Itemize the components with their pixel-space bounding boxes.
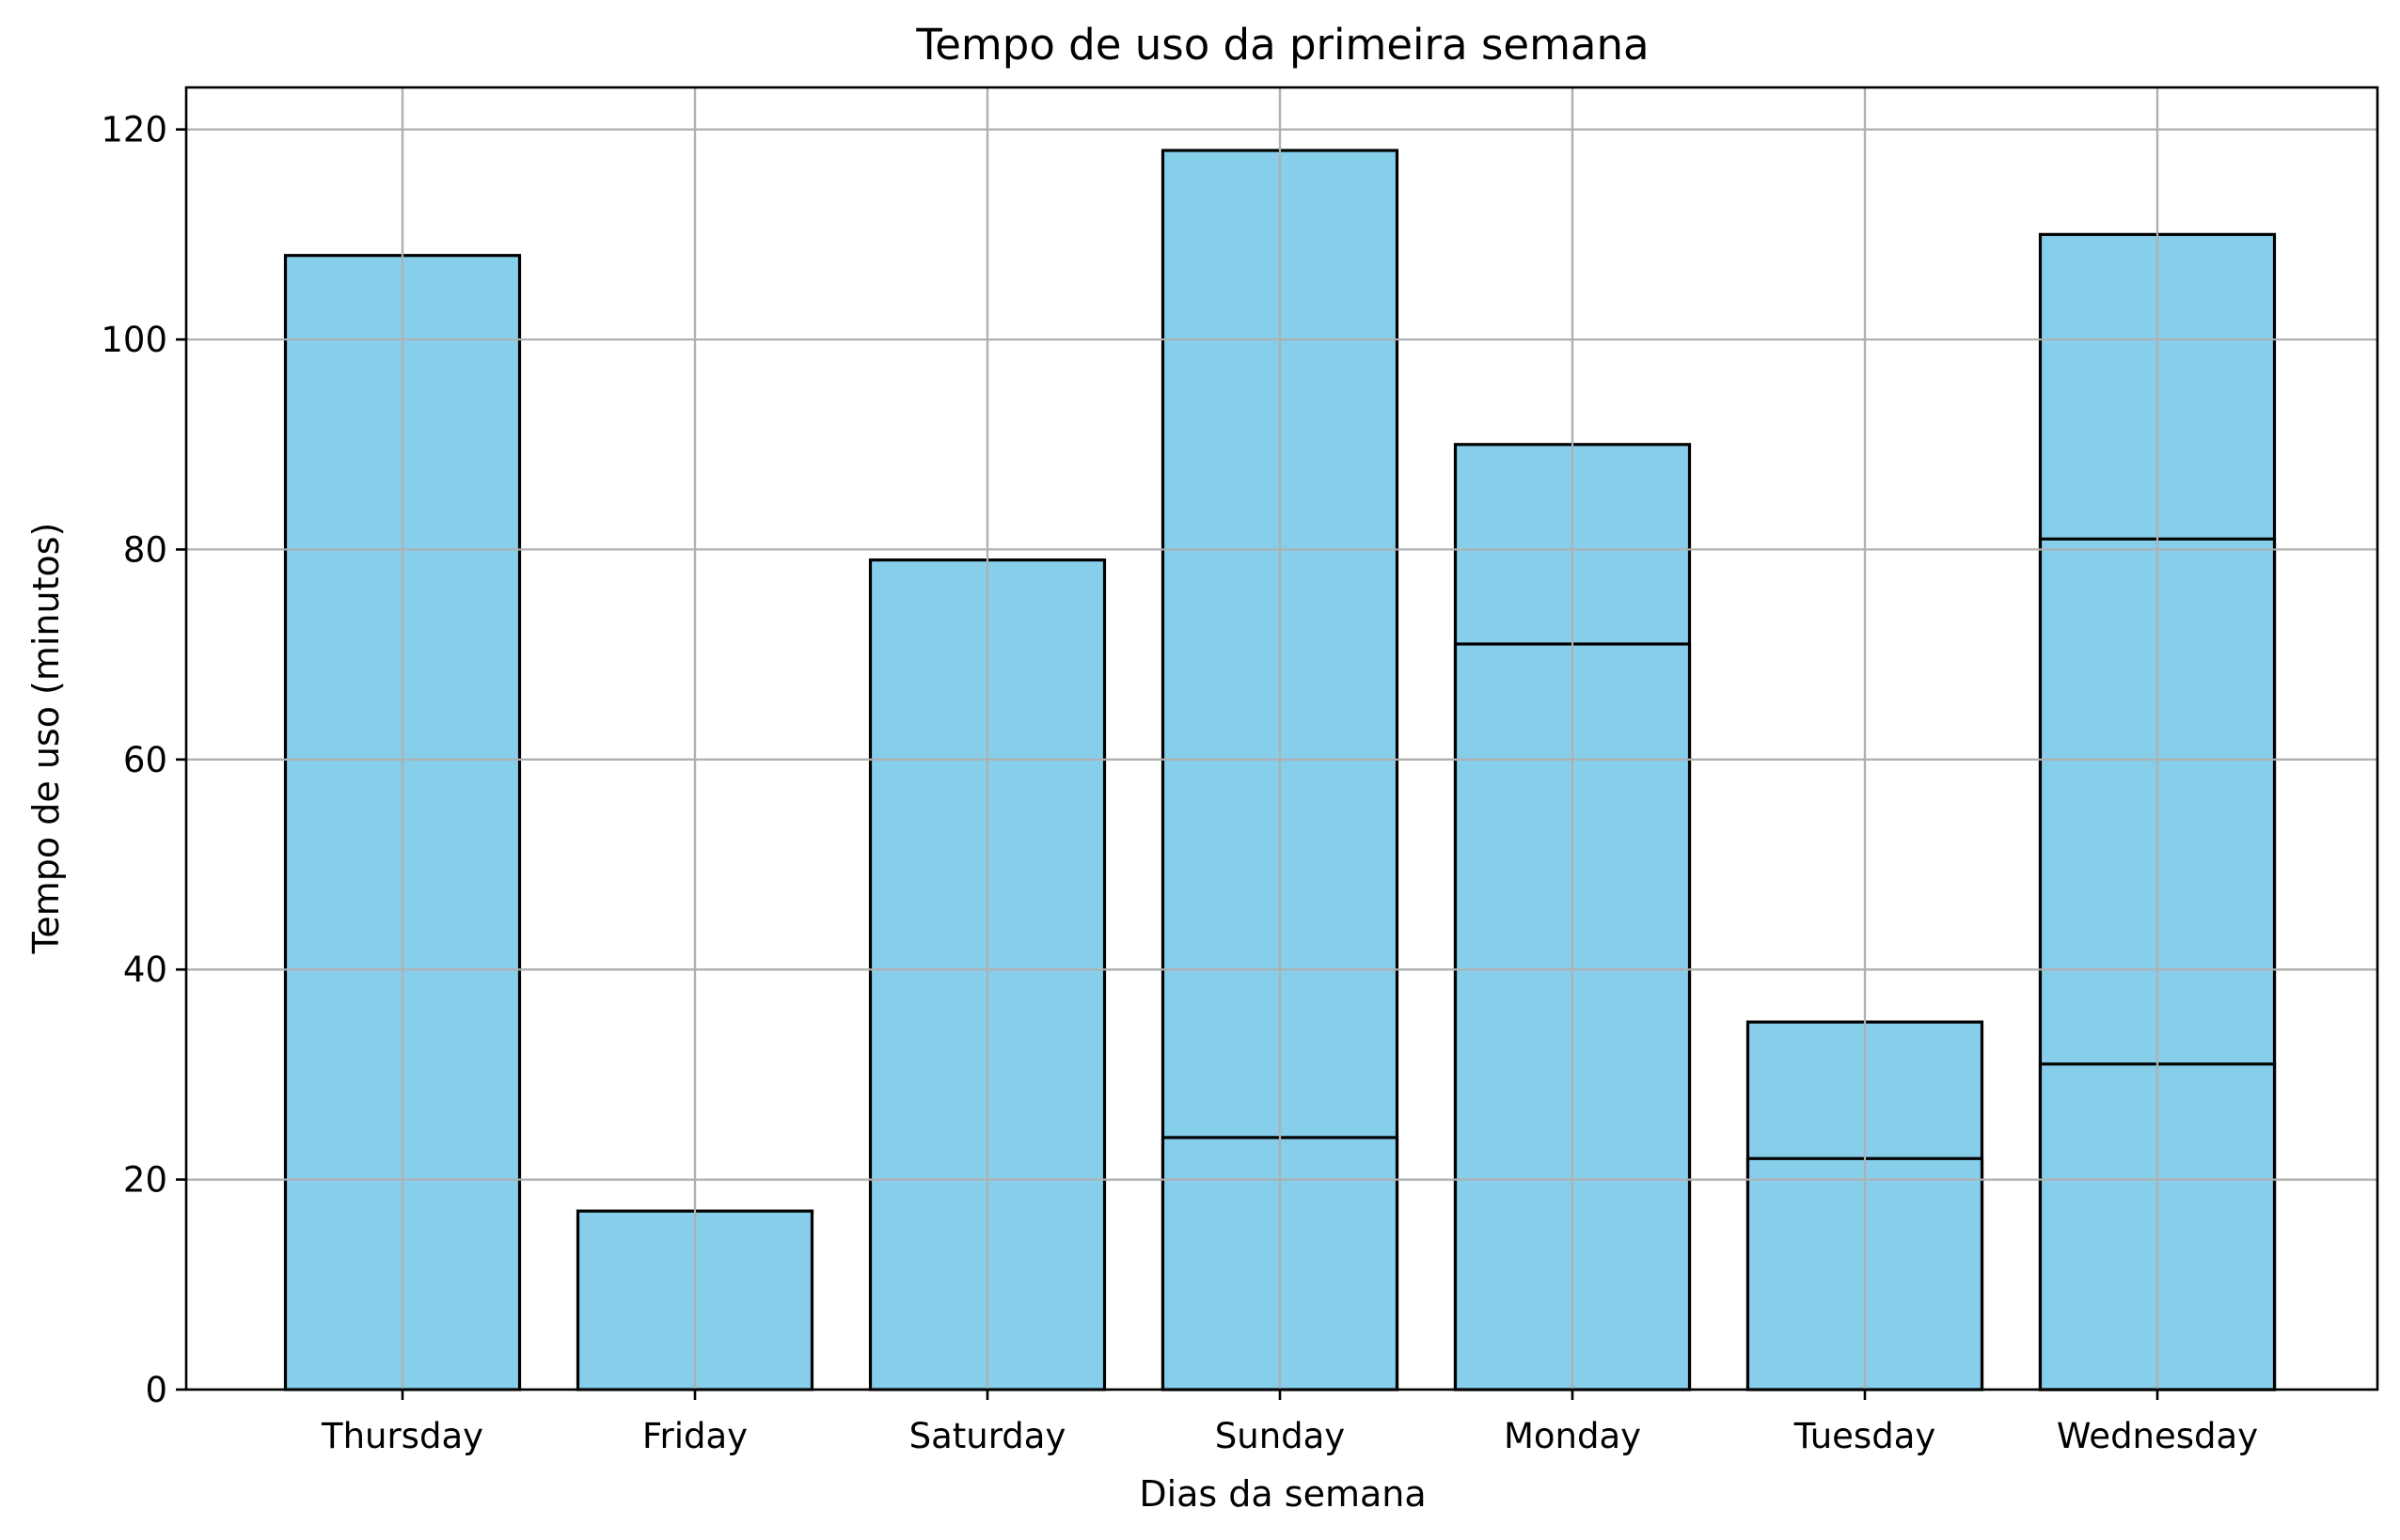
x-tick-label: Sunday: [1215, 1416, 1345, 1456]
axes-layer: 0 20 40 60 80 100 120 Thursday Friday Saturday Sun…: [101, 86, 2379, 1456]
y-tick-label: 120: [101, 110, 167, 150]
y-tick-label: 60: [123, 740, 167, 780]
y-tick-label: 40: [123, 950, 167, 990]
chart-title: Tempo de uso da primeira semana: [915, 20, 1649, 70]
x-tick-label: Thursday: [321, 1416, 483, 1456]
x-axis-label: Dias da semana: [1139, 1473, 1426, 1515]
x-tick-label: Friday: [642, 1416, 748, 1456]
x-tick-label: Wednesday: [2057, 1416, 2258, 1456]
x-tick-label: Monday: [1504, 1416, 1641, 1456]
y-tick-label: 0: [145, 1370, 167, 1410]
y-axis-label: Tempo de uso (minutos): [25, 523, 67, 955]
y-tick-label: 80: [123, 529, 167, 570]
plot-frame: [184, 86, 2379, 1391]
grid-overlay: [186, 87, 2377, 1391]
y-tick-label: 100: [101, 320, 167, 360]
y-tick-label: 20: [123, 1160, 167, 1201]
x-tick-label: Saturday: [909, 1416, 1066, 1456]
x-tick-label: Tuesday: [1793, 1416, 1936, 1456]
